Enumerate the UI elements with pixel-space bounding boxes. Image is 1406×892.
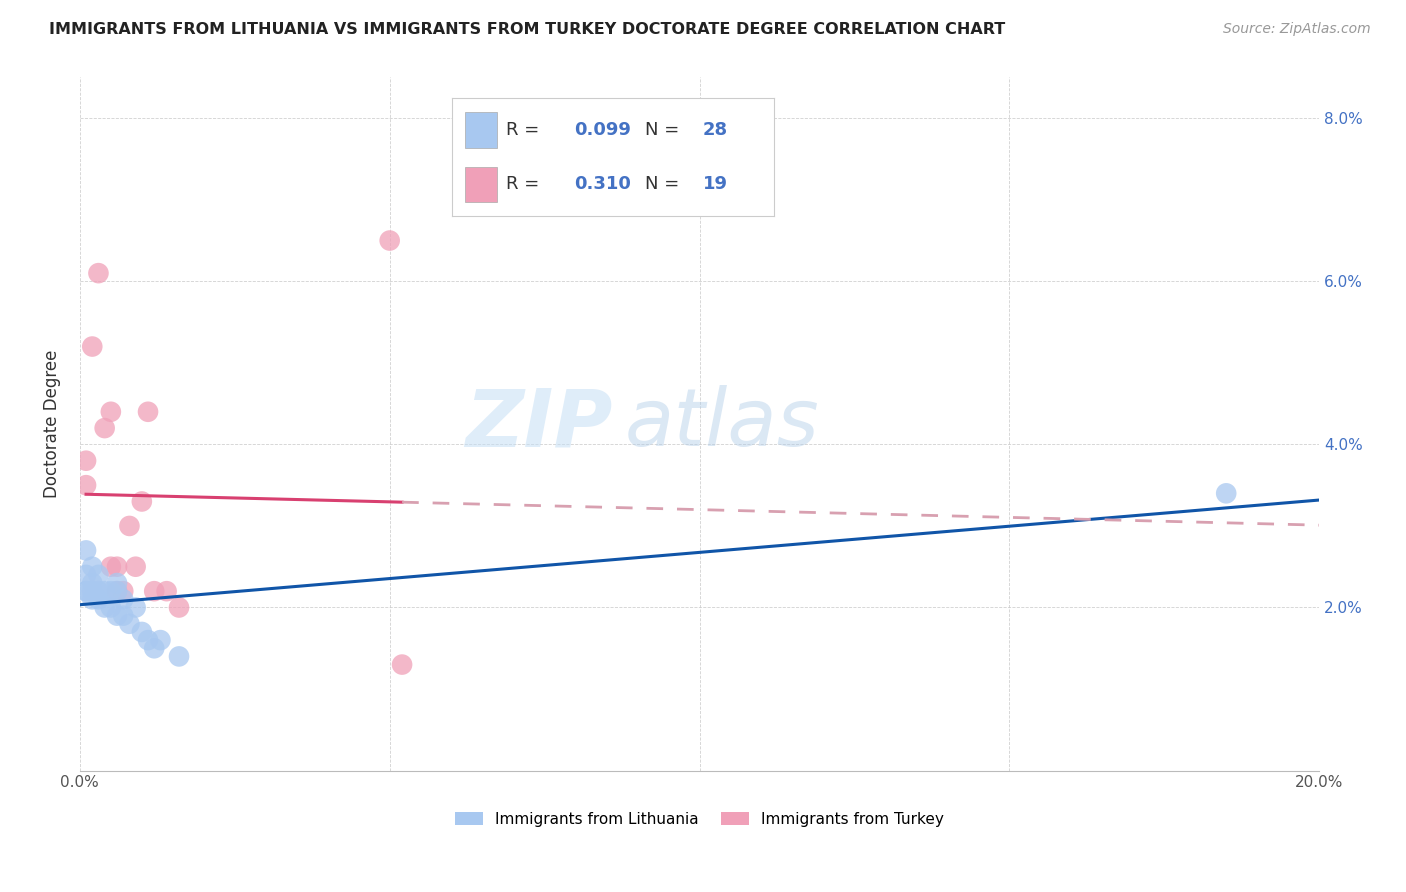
Point (75, 567, 97, 582)
Point (75, 584, 97, 599)
Point (82, 340, 104, 354)
Point (149, 633, 172, 648)
Point (93, 421, 115, 435)
Point (391, 657, 413, 672)
Point (87, 592, 110, 607)
Point (167, 649, 190, 664)
Text: IMMIGRANTS FROM LITHUANIA VS IMMIGRANTS FROM TURKEY DOCTORATE DEGREE CORRELATION: IMMIGRANTS FROM LITHUANIA VS IMMIGRANTS … (49, 22, 1005, 37)
Point (100, 584, 122, 599)
Point (131, 624, 153, 639)
Point (143, 641, 166, 656)
Point (100, 559, 122, 574)
Point (167, 600, 190, 615)
Point (105, 576, 128, 591)
Point (75, 453, 97, 467)
Point (136, 405, 159, 419)
Point (105, 584, 128, 599)
Point (136, 633, 159, 648)
Point (87, 567, 110, 582)
Point (82, 584, 104, 599)
Point (112, 584, 135, 599)
Point (82, 576, 104, 591)
Point (105, 584, 128, 599)
Point (105, 608, 128, 623)
Point (143, 584, 166, 599)
Point (93, 600, 115, 615)
Point (82, 559, 104, 574)
Point (75, 584, 97, 599)
Point (124, 600, 146, 615)
Point (100, 405, 122, 419)
Point (124, 559, 146, 574)
Point (87, 266, 110, 280)
Legend: Immigrants from Lithuania, Immigrants from Turkey: Immigrants from Lithuania, Immigrants fr… (449, 805, 950, 833)
Point (82, 592, 104, 607)
Point (75, 478, 97, 492)
Point (118, 519, 141, 533)
Point (87, 584, 110, 599)
Point (75, 543, 97, 558)
Text: Source: ZipAtlas.com: Source: ZipAtlas.com (1223, 22, 1371, 37)
Point (118, 616, 141, 631)
Point (112, 608, 135, 623)
Point (378, 234, 401, 248)
Point (112, 592, 135, 607)
Point (131, 494, 153, 508)
Point (105, 559, 128, 574)
Point (156, 584, 179, 599)
Y-axis label: Doctorate Degree: Doctorate Degree (44, 350, 60, 499)
Point (100, 600, 122, 615)
Point (93, 584, 115, 599)
Point (1215, 486, 1237, 500)
Text: atlas: atlas (626, 385, 820, 463)
Text: ZIP: ZIP (465, 385, 613, 463)
